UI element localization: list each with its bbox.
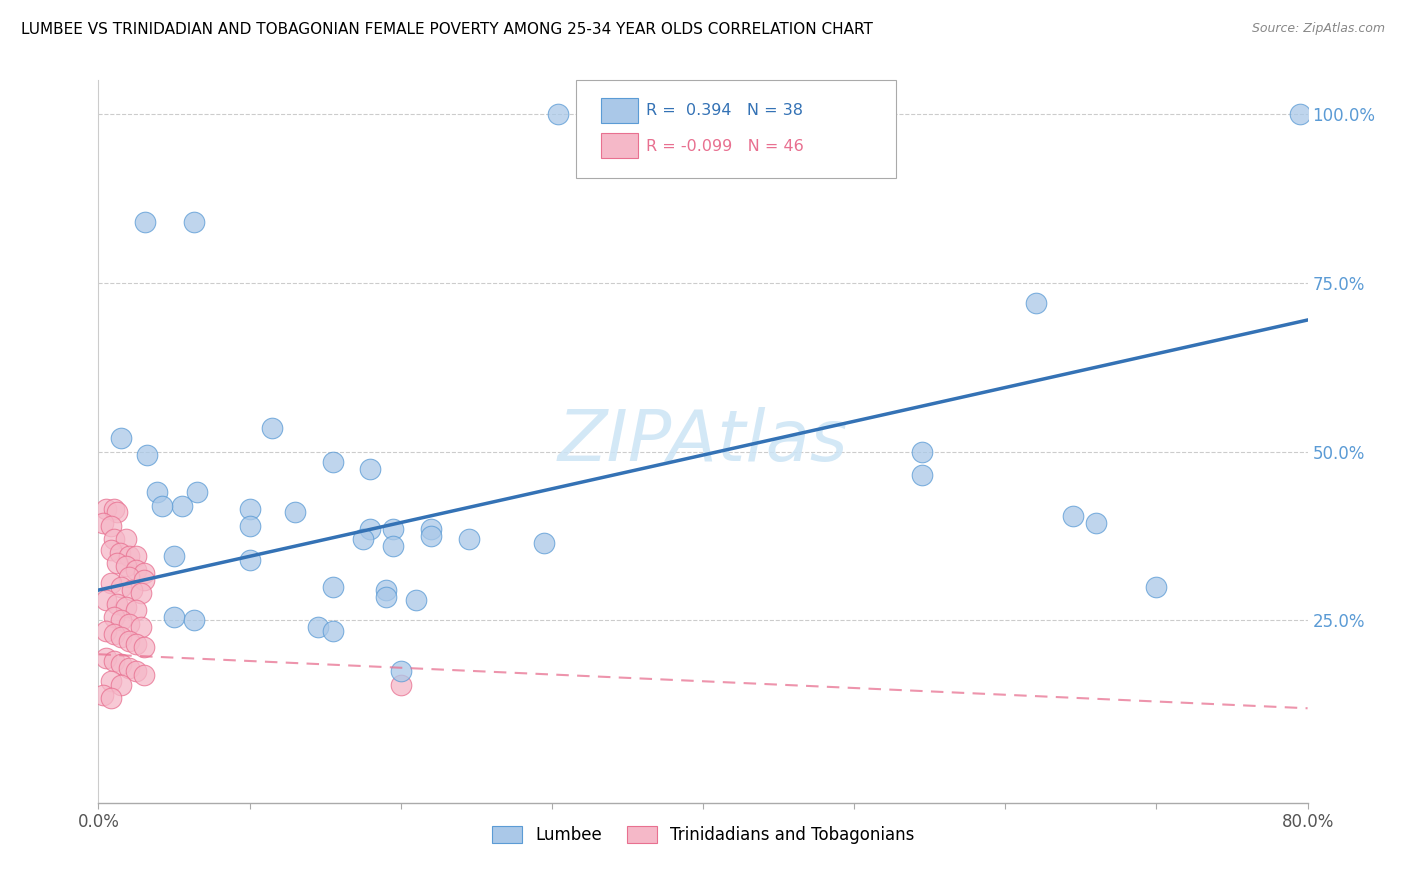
Point [420,529,443,543]
Point [911,444,934,458]
Point [186,485,208,500]
FancyBboxPatch shape [576,80,897,178]
Point [1289,107,1312,121]
Point [533,536,555,550]
Legend: Lumbee, Trinidadians and Tobagonians: Lumbee, Trinidadians and Tobagonians [484,817,922,852]
Point [134,215,156,229]
Point [103,627,125,641]
Point [239,552,262,566]
Point [170,499,193,513]
Point [103,502,125,516]
Point [110,631,132,645]
Point [121,583,143,598]
Point [114,599,136,614]
Point [352,533,374,547]
Point [94,624,117,638]
Point [118,616,141,631]
Point [110,431,132,445]
Point [125,664,148,678]
Point [91,688,114,702]
Point [239,502,262,516]
Point [262,421,284,435]
Point [125,637,148,651]
Point [322,455,344,469]
Point [135,448,157,462]
Point [382,522,405,536]
Point [389,678,412,692]
Point [114,559,136,574]
Point [118,661,141,675]
Point [405,593,427,607]
Point [100,576,122,591]
Point [103,654,125,668]
Point [125,603,148,617]
Text: Source: ZipAtlas.com: Source: ZipAtlas.com [1251,22,1385,36]
Point [307,620,329,634]
Point [146,485,169,500]
Point [94,650,117,665]
Point [110,614,132,628]
Point [132,566,155,581]
Point [100,674,122,689]
Point [183,215,205,229]
Text: R =  0.394   N = 38: R = 0.394 N = 38 [647,103,803,118]
Point [118,549,141,564]
Point [1024,296,1046,310]
Point [100,542,122,557]
Point [132,640,155,655]
Point [132,667,155,681]
Text: LUMBEE VS TRINIDADIAN AND TOBAGONIAN FEMALE POVERTY AMONG 25-34 YEAR OLDS CORREL: LUMBEE VS TRINIDADIAN AND TOBAGONIAN FEM… [21,22,873,37]
FancyBboxPatch shape [602,97,638,123]
Point [94,593,117,607]
Point [547,107,569,121]
Point [91,516,114,530]
Point [239,519,262,533]
Point [125,549,148,564]
Point [150,499,173,513]
Text: ZIPAtlas: ZIPAtlas [558,407,848,476]
Point [94,502,117,516]
Point [118,633,141,648]
Point [105,556,128,570]
Point [125,563,148,577]
Point [129,586,152,600]
Point [382,539,405,553]
Point [105,597,128,611]
Point [322,624,344,638]
Point [374,590,396,604]
Point [183,614,205,628]
Point [360,461,382,475]
Point [284,505,307,519]
Point [108,546,131,560]
Point [1062,508,1084,523]
Point [322,580,344,594]
Point [114,533,136,547]
Point [457,533,479,547]
Point [132,573,155,587]
Point [103,610,125,624]
Point [1144,580,1167,594]
Point [103,533,125,547]
Point [129,620,152,634]
Point [389,664,412,678]
Text: R = -0.099   N = 46: R = -0.099 N = 46 [647,138,804,153]
Point [105,505,128,519]
Point [118,569,141,583]
Point [911,468,934,483]
Point [100,519,122,533]
Point [110,657,132,672]
Point [420,522,443,536]
Point [110,678,132,692]
Point [100,691,122,706]
Point [110,580,132,594]
Point [163,549,186,564]
FancyBboxPatch shape [602,133,638,158]
Point [374,583,396,598]
Point [163,610,186,624]
Point [360,522,382,536]
Point [1085,516,1108,530]
